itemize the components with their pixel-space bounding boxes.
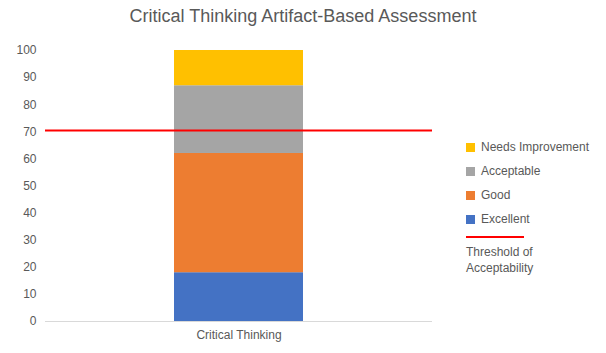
html-text:Needs Improvement: Needs Improvement — [481, 140, 589, 154]
svg-text:0: 0 — [30, 314, 37, 328]
html-text:Acceptable: Acceptable — [481, 164, 541, 178]
svg-text:20: 20 — [23, 260, 37, 274]
svg-text:Critical Thinking: Critical Thinking — [196, 328, 281, 342]
svg-text:30: 30 — [23, 233, 37, 247]
svg-text:40: 40 — [23, 206, 37, 220]
svg-text:10: 10 — [23, 287, 37, 301]
svg-text:80: 80 — [23, 98, 37, 112]
svg-text:70: 70 — [23, 125, 37, 139]
svg-text:100: 100 — [16, 43, 36, 57]
html-text:Excellent: Excellent — [481, 212, 530, 226]
svg-text:90: 90 — [23, 70, 37, 84]
html-text:Good: Good — [481, 188, 511, 202]
svg-text:60: 60 — [23, 152, 37, 166]
svg-text:50: 50 — [23, 179, 37, 193]
html-text:Critical Thinking Artifact-Bas: Critical Thinking Artifact-Based Assessm… — [129, 6, 477, 26]
html-text:Threshold of Acceptability: Threshold of Acceptability — [466, 245, 534, 275]
